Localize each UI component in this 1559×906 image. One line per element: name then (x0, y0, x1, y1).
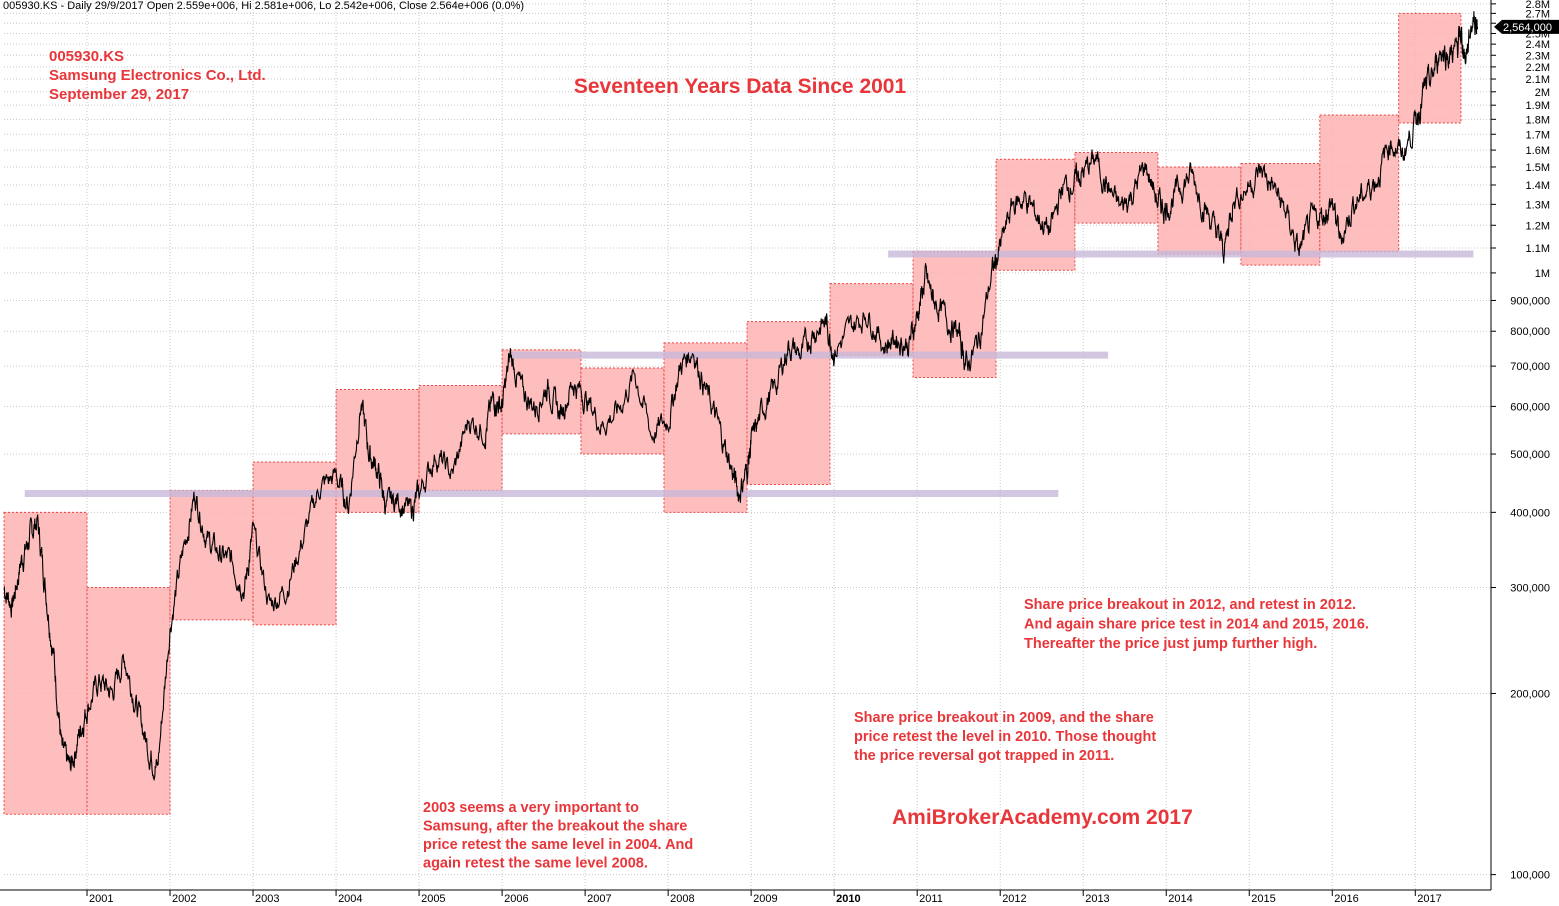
horizontal-gridlines (4, 3, 1491, 876)
range-box (1319, 114, 1400, 253)
x-tick-label: 2010 (836, 893, 860, 905)
y-tick-label: 1.4M (1526, 180, 1550, 192)
annotation-line: Share price breakout in 2009, and the sh… (854, 710, 1154, 726)
annotation-line: Thereafter the price just jump further h… (1024, 636, 1317, 652)
watermark-label: AmiBrokerAcademy.com 2017 (892, 806, 1193, 829)
y-tick-label: 300,000 (1510, 583, 1550, 595)
y-tick-label: 2.3M (1526, 50, 1550, 62)
y-tick-label: 800,000 (1510, 326, 1550, 338)
y-tick-label: 1M (1535, 268, 1550, 280)
y-tick-label: 2.8M (1526, 0, 1550, 11)
ticker-label: 005930.KS (49, 48, 124, 65)
range-box (663, 342, 748, 513)
y-tick-label: 900,000 (1510, 295, 1550, 307)
x-tick-label: 2001 (89, 893, 113, 905)
chart-title: Seventeen Years Data Since 2001 (574, 75, 907, 98)
y-tick-label: 2.7M (1526, 8, 1550, 20)
y-tick-label: 500,000 (1510, 449, 1550, 461)
y-tick-label: 1.8M (1526, 114, 1550, 126)
y-tick-label: 2.2M (1526, 62, 1550, 74)
price-line (3, 11, 1479, 781)
annotation-line: the price reversal got trapped in 2011. (854, 748, 1114, 764)
range-box (1398, 12, 1462, 124)
x-tick-label: 2016 (1334, 893, 1358, 905)
y-tick-label: 2M (1535, 87, 1550, 99)
y-tick-label: 1.1M (1526, 243, 1550, 255)
y-axis-ticks: 100,000 200,000 300,000 400,000 500,000 600,0… (1491, 0, 1550, 882)
range-box (1074, 152, 1159, 224)
last-price-badge: 2,564,000 (1494, 19, 1559, 34)
x-tick-label: 2015 (1251, 893, 1275, 905)
range-box (86, 587, 171, 815)
range-boxes (3, 12, 1462, 815)
annotation-line: Share price breakout in 2012, and retest… (1024, 597, 1356, 613)
x-tick-label: 2013 (1085, 893, 1109, 905)
x-tick-label: 2014 (1168, 893, 1192, 905)
y-tick-label: 2.4M (1526, 39, 1550, 51)
x-tick-label: 2005 (421, 893, 445, 905)
x-tick-label: 2011 (919, 893, 943, 905)
y-tick-label: 1.7M (1526, 129, 1550, 141)
y-tick-label: 1.5M (1526, 162, 1550, 174)
annotation-2003: 2003 seems a very important to Samsung, a… (423, 800, 693, 872)
x-tick-label: 2017 (1417, 893, 1441, 905)
annotation-2009: Share price breakout in 2009, and the sh… (854, 710, 1156, 764)
x-tick-label: 2002 (172, 893, 196, 905)
y-tick-label: 200,000 (1510, 688, 1550, 700)
x-tick-label: 2009 (753, 893, 777, 905)
y-tick-label: 400,000 (1510, 507, 1550, 519)
x-axis-ticks: 2001 2002 2003 2004 2005 2006 2007 2008 2009 2010… (86, 890, 1442, 905)
x-tick-label: 2004 (338, 893, 362, 905)
last-price-badge-shape (1494, 19, 1559, 34)
price-line-group (3, 11, 1479, 781)
y-tick-label: 700,000 (1510, 361, 1550, 373)
x-tick-label: 2007 (587, 893, 611, 905)
x-tick-label: 2012 (1002, 893, 1026, 905)
date-label: September 29, 2017 (49, 86, 189, 103)
range-box (1157, 166, 1242, 255)
x-tick-label: 2008 (670, 893, 694, 905)
y-tick-label: 1.6M (1526, 145, 1550, 157)
y-tick-label: 1.3M (1526, 199, 1550, 211)
y-tick-label: 1.2M (1526, 220, 1550, 232)
range-box (1240, 162, 1321, 266)
annotation-2012: Share price breakout in 2012, and retest… (1024, 597, 1369, 652)
support-lines (24, 250, 1474, 497)
chart-info-header: 005930.KS - Daily 29/9/2017 Open 2.559e+… (3, 0, 524, 12)
company-label: Samsung Electronics Co., Ltd. (49, 67, 266, 84)
y-tick-label: 100,000 (1510, 870, 1550, 882)
range-box (3, 511, 88, 815)
last-price-label: 2,564,000 (1503, 22, 1552, 34)
x-tick-label: 2006 (504, 893, 528, 905)
annotation-line: again retest the same level 2008. (423, 856, 648, 872)
y-tick-label: 600,000 (1510, 401, 1550, 413)
x-tick-label: 2003 (255, 893, 279, 905)
y-tick-label: 2.1M (1526, 74, 1550, 86)
annotation-line: price retest the same level in 2004. And (423, 837, 693, 853)
annotation-line: price retest the level in 2010. Those th… (854, 729, 1156, 745)
y-tick-label: 1.9M (1526, 100, 1550, 112)
annotation-line: And again share price test in 2014 and 2… (1024, 617, 1369, 633)
annotation-line: Samsung, after the breakout the share (423, 819, 687, 835)
range-box (252, 461, 337, 626)
annotation-line: 2003 seems a very important to (423, 800, 639, 816)
